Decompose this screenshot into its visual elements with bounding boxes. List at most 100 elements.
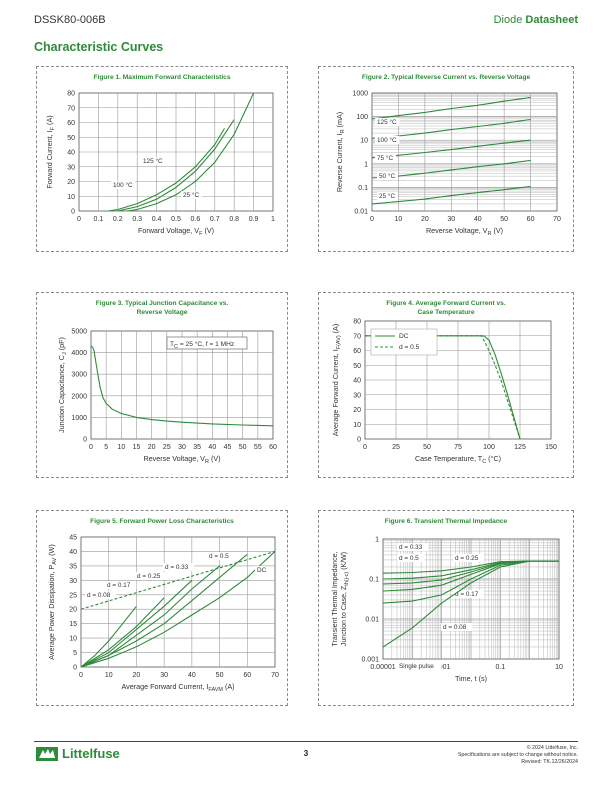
y-tick-label: 80 <box>353 319 361 326</box>
x-tick-label: 0 <box>363 444 367 451</box>
y-axis-label: Transient Thermal Impedance, <box>332 551 339 646</box>
footer-legal: © 2024 Littelfuse, Inc. Specifications a… <box>458 745 578 766</box>
x-tick-label: 150 <box>545 444 557 451</box>
series-line <box>108 128 225 211</box>
series-label-bg <box>397 662 442 670</box>
x-tick-label: 70 <box>271 672 279 679</box>
x-tick-label: 0.1 <box>94 216 104 223</box>
x-tick-label: 10 <box>117 444 125 451</box>
y-tick-label: 50 <box>353 363 361 370</box>
doc-type-prefix: Diode <box>493 14 523 26</box>
series-label-bg <box>377 192 398 200</box>
series-line <box>81 579 193 667</box>
y-tick-label: 2000 <box>71 393 87 400</box>
series-label-bg <box>397 554 425 562</box>
series-line <box>81 550 275 667</box>
y-tick-label: 40 <box>69 549 77 556</box>
series-line <box>81 597 165 667</box>
chart-title: Figure 1. Maximum Forward Characteristic… <box>93 74 230 81</box>
series-line <box>81 550 275 610</box>
series-label: d = 0.33 <box>165 564 189 571</box>
series-label-bg <box>135 572 167 580</box>
chart-title: Figure 4. Average Forward Current vs. <box>386 300 505 307</box>
series-line <box>365 335 521 439</box>
series-label-bg <box>105 581 137 589</box>
series-label-bg <box>141 157 166 165</box>
figure-2-chart: Figure 2. Typical Reverse Current vs. Re… <box>335 74 561 237</box>
chart-title-line2: Reverse Voltage <box>137 309 188 316</box>
chart-title: Figure 3. Typical Junction Capacitance v… <box>96 300 229 307</box>
x-tick-label: 20 <box>133 672 141 679</box>
y-tick-label: 30 <box>67 164 75 171</box>
y-tick-label: 0.1 <box>369 577 379 584</box>
series-label: d = 0.08 <box>443 624 467 631</box>
plot-area <box>371 92 558 212</box>
series-label-bg <box>375 154 396 162</box>
y-tick-label: 20 <box>69 607 77 614</box>
series-label: 100 °C <box>113 181 133 189</box>
series-label: d = 0.25 <box>137 573 161 580</box>
x-tick-label: 15 <box>133 444 141 451</box>
series-label: d = 0.17 <box>107 582 131 589</box>
series-label-bg <box>375 136 400 144</box>
part-number: DSSK80-006B <box>34 14 106 26</box>
x-tick-label: 100 <box>483 444 495 451</box>
y-tick-label: 35 <box>69 563 77 570</box>
doc-type-bold: Datasheet <box>525 14 578 26</box>
y-tick-label: 5 <box>73 650 77 657</box>
x-tick-label: 35 <box>193 444 201 451</box>
series-label: 125 °C <box>377 118 397 126</box>
y-tick-label: 10 <box>67 194 75 201</box>
x-tick-label: 10 <box>105 672 113 679</box>
x-axis-label: Case Temperature, TC (°C) <box>415 454 501 465</box>
y-tick-label: 0 <box>73 665 77 672</box>
logo-brand-text: Littelfuse <box>62 746 120 761</box>
y-axis-label: Average Forward Current, IF(AV) (A) <box>331 324 342 436</box>
y-tick-label: 45 <box>69 535 77 542</box>
y-tick-label: 60 <box>67 120 75 127</box>
figure-2-panel: Figure 2. Typical Reverse Current vs. Re… <box>318 66 574 252</box>
chart-title: Figure 5. Forward Power Loss Characteris… <box>90 518 234 525</box>
x-tick-label: 75 <box>454 444 462 451</box>
figure-6-chart: Figure 6. Transient Thermal Impedance 0.0… <box>332 518 563 683</box>
x-tick-label: 125 <box>514 444 526 451</box>
series-label-bg <box>255 566 266 574</box>
x-tick-label: 50 <box>239 444 247 451</box>
y-tick-label: 0.01 <box>365 617 379 624</box>
footer-revised: Revised: TK.12/26/2024 <box>521 759 578 765</box>
figure-4-chart: Figure 4. Average Forward Current vs. Cas… <box>331 300 557 465</box>
series-line <box>81 605 137 667</box>
series-label: d = 0.5 <box>399 555 419 562</box>
x-tick-label: 60 <box>243 672 251 679</box>
x-tick-label: 0 <box>89 444 93 451</box>
y-axis-label: Junction Capacitance, CJ (pF) <box>57 337 68 433</box>
section-title: Characteristic Curves <box>34 40 164 54</box>
y-axis-label-line2: Junction to Case, Zth(j-c) (K/W) <box>341 552 350 646</box>
x-tick-label: 0.4 <box>152 216 162 223</box>
series-label-bg <box>85 591 117 599</box>
series-line <box>127 93 255 211</box>
series-line <box>91 345 273 427</box>
series-label: 125 °C <box>143 157 163 165</box>
x-axis-label: Time, t (s) <box>455 674 487 683</box>
x-tick-label: 40 <box>474 216 482 223</box>
y-tick-label: 10 <box>353 422 361 429</box>
y-tick-label: 0.01 <box>354 209 368 216</box>
x-tick-label: 40 <box>208 444 216 451</box>
y-axis-label: Forward Current, IF (A) <box>45 115 56 188</box>
y-tick-label: 20 <box>353 407 361 414</box>
x-tick-label: 30 <box>178 444 186 451</box>
y-tick-label: 40 <box>67 150 75 157</box>
y-axis-label: Average Power Dissipation, PAV (W) <box>47 544 58 659</box>
x-tick-label: 50 <box>500 216 508 223</box>
series-label-bg <box>377 172 398 180</box>
x-tick-label: 0 <box>370 216 374 223</box>
x-tick-label: 70 <box>553 216 561 223</box>
series-label: DC <box>257 567 267 574</box>
y-tick-label: 0.001 <box>361 657 379 664</box>
figure-5-chart: Figure 5. Forward Power Loss Characteris… <box>47 518 279 693</box>
x-tick-label: 60 <box>527 216 535 223</box>
y-tick-label: 60 <box>353 348 361 355</box>
figure-3-panel: Figure 3. Typical Junction Capacitance v… <box>36 292 288 478</box>
x-tick-label: 10 <box>395 216 403 223</box>
